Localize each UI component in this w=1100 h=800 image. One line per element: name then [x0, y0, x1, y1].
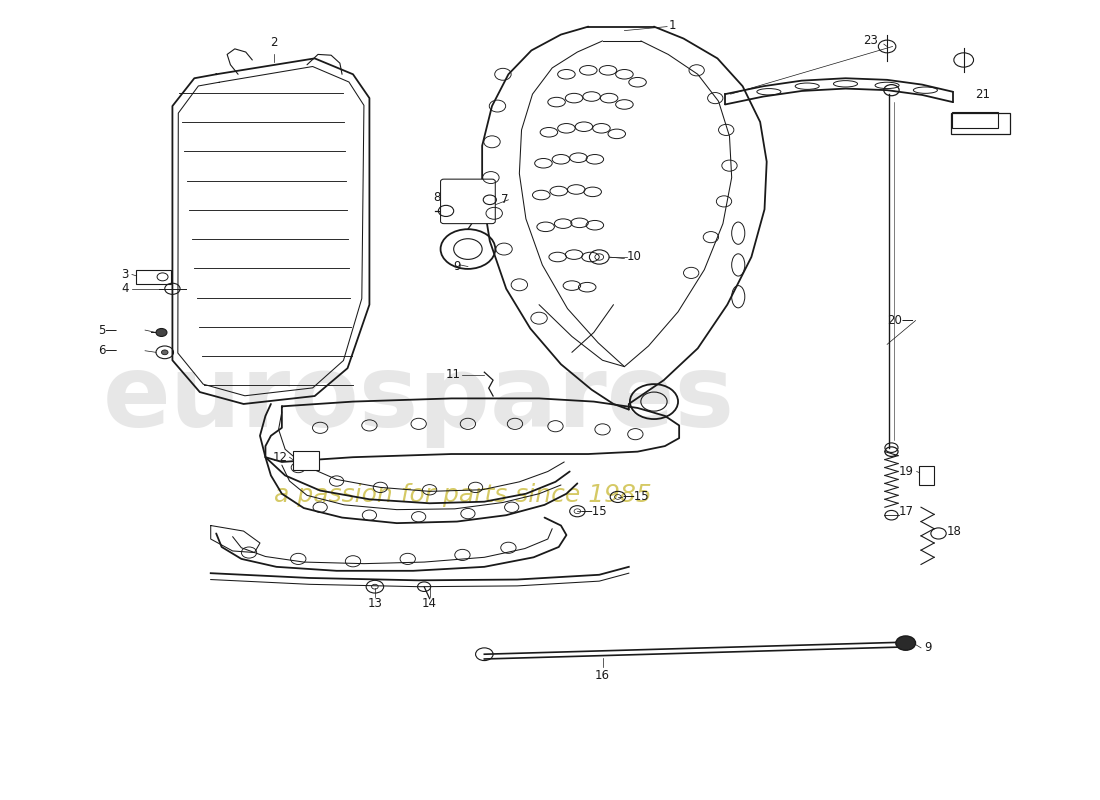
Text: 9: 9	[453, 260, 460, 273]
Text: 2: 2	[271, 36, 278, 49]
Text: 4: 4	[121, 282, 129, 295]
Text: 9: 9	[924, 642, 932, 654]
Text: 13: 13	[367, 597, 383, 610]
Text: 10: 10	[627, 250, 641, 263]
Text: 11: 11	[446, 368, 460, 381]
FancyBboxPatch shape	[918, 466, 934, 485]
Text: 21: 21	[975, 88, 990, 101]
Text: a passion for parts since 1985: a passion for parts since 1985	[274, 483, 651, 507]
Text: 8: 8	[433, 191, 441, 204]
Circle shape	[895, 636, 915, 650]
Text: 3: 3	[121, 268, 129, 281]
Text: 7: 7	[500, 194, 508, 206]
Circle shape	[162, 350, 168, 354]
FancyBboxPatch shape	[293, 451, 319, 470]
FancyBboxPatch shape	[136, 270, 172, 284]
Text: 1: 1	[668, 18, 675, 31]
Text: —15: —15	[581, 505, 607, 518]
Text: 14: 14	[422, 597, 437, 610]
Text: 18: 18	[946, 525, 961, 538]
Text: eurospares: eurospares	[102, 351, 735, 449]
Circle shape	[156, 329, 167, 337]
Text: 19: 19	[899, 465, 913, 478]
FancyBboxPatch shape	[950, 114, 1010, 134]
Text: 17: 17	[899, 505, 913, 518]
Text: 20—: 20—	[887, 314, 913, 327]
Text: —15: —15	[623, 490, 649, 503]
Text: 22: 22	[956, 114, 971, 127]
Bar	[952, 113, 998, 128]
Text: 6—: 6—	[98, 344, 118, 358]
Text: 5—: 5—	[99, 323, 118, 337]
FancyBboxPatch shape	[441, 179, 495, 224]
Text: 12: 12	[273, 450, 287, 464]
Text: 16: 16	[595, 669, 610, 682]
Text: 23: 23	[864, 34, 878, 47]
